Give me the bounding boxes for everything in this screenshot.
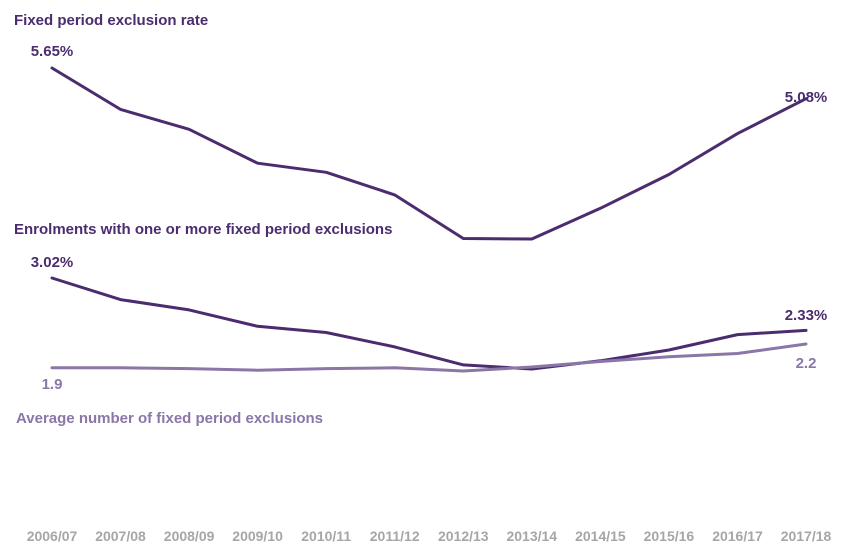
series-line-enrolments: [50, 276, 808, 371]
series-title-enrolments: Enrolments with one or more fixed period…: [14, 221, 392, 238]
label-average-last: 2.2: [796, 355, 817, 372]
series-line-exclusion-rate: [50, 66, 808, 241]
series-line-average-exclusions: [50, 342, 808, 373]
x-tick-label: 2013/14: [506, 528, 557, 544]
x-tick-label: 2008/09: [164, 528, 215, 544]
x-tick-label: 2016/17: [712, 528, 763, 544]
x-tick-label: 2009/10: [232, 528, 283, 544]
x-axis-ticks: 2006/07 2007/08 2008/09 2009/10 2010/11 2011/…: [27, 528, 832, 544]
label-enrolments-last: 2.33%: [785, 307, 828, 324]
label-exclusion-rate-first: 5.65%: [31, 43, 74, 60]
point-labels: 5.65% 5.08% 3.02% 2.33% 1.9 2.2: [31, 43, 828, 393]
series-layer: [50, 66, 808, 373]
series-title-average-exclusions: Average number of fixed period exclusion…: [16, 410, 323, 427]
x-tick-label: 2012/13: [438, 528, 489, 544]
x-tick-label: 2006/07: [27, 528, 78, 544]
label-enrolments-first: 3.02%: [31, 254, 74, 271]
x-tick-label: 2014/15: [575, 528, 626, 544]
x-tick-label: 2015/16: [644, 528, 695, 544]
label-average-first: 1.9: [42, 376, 63, 393]
x-tick-label: 2007/08: [95, 528, 146, 544]
x-tick-label: 2011/12: [370, 528, 420, 544]
x-tick-label: 2017/18: [781, 528, 832, 544]
series-title-exclusion-rate: Fixed period exclusion rate: [14, 12, 208, 29]
label-exclusion-rate-last: 5.08%: [785, 89, 828, 106]
x-tick-label: 2010/11: [301, 528, 351, 544]
series-titles: Fixed period exclusion rate Enrolments w…: [14, 12, 392, 427]
